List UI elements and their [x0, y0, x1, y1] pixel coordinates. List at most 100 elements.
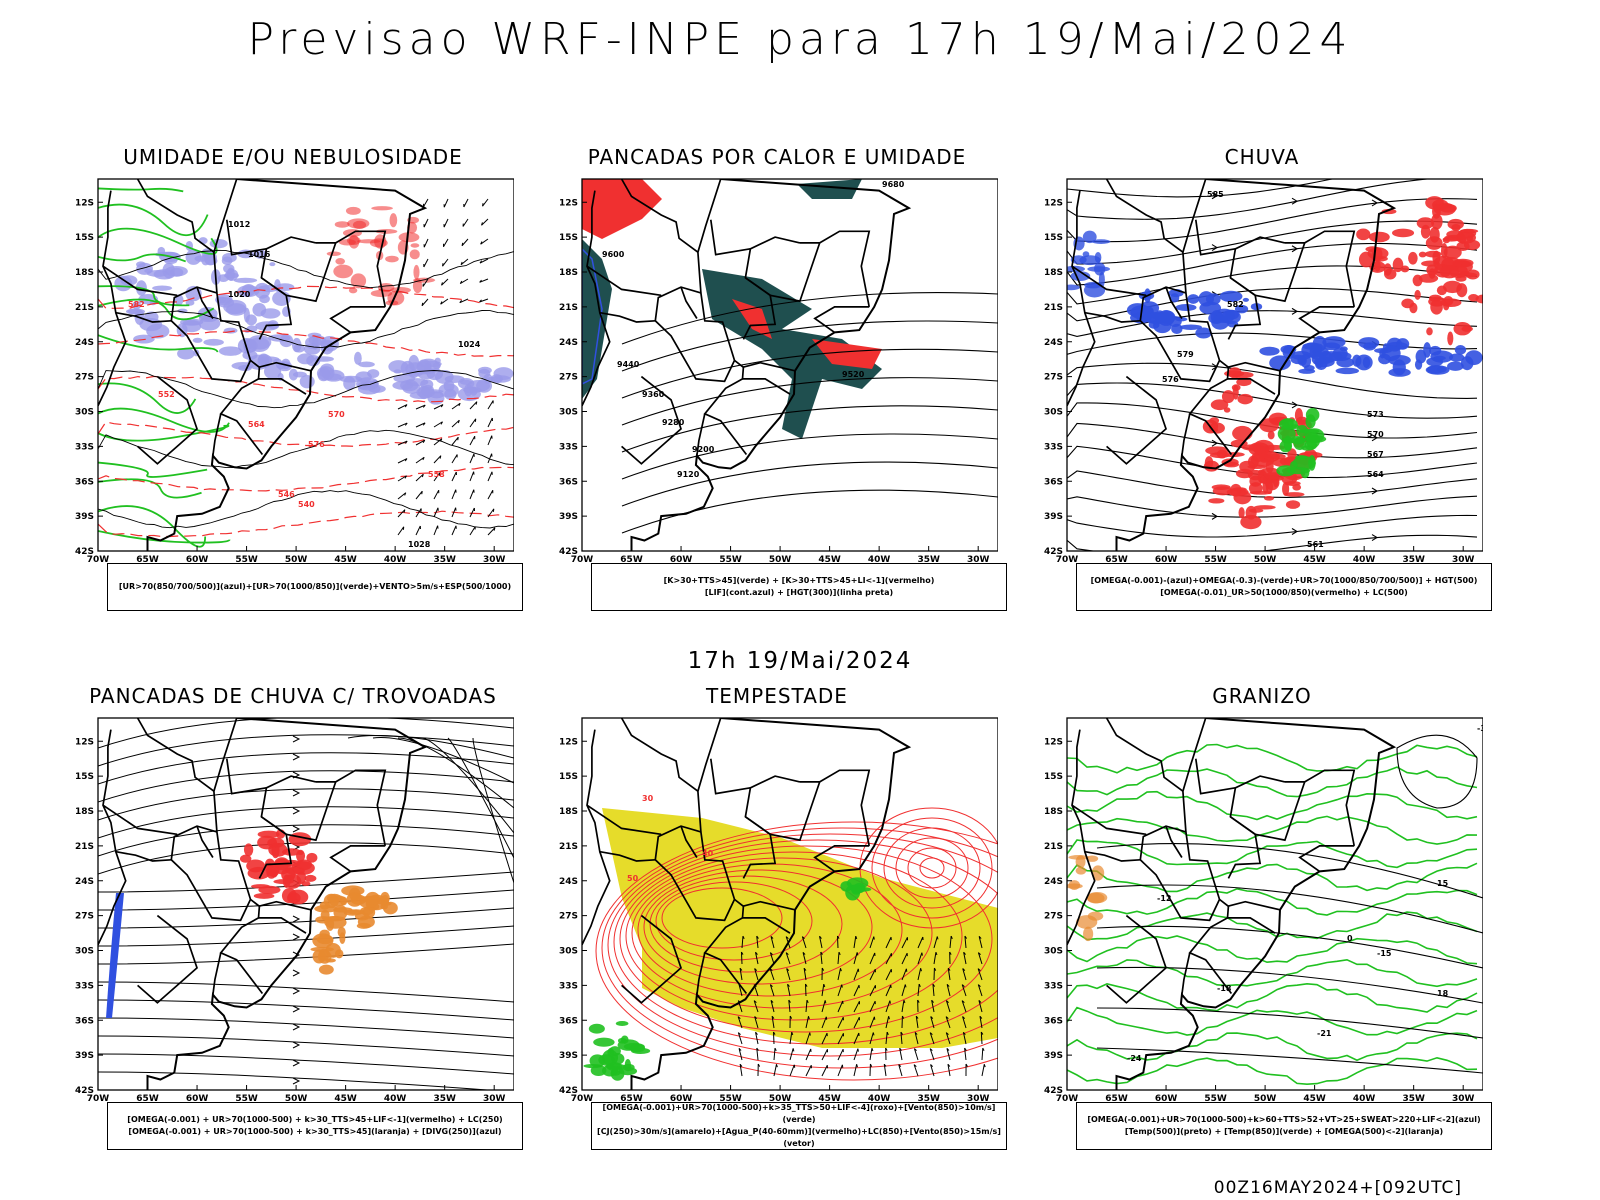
border-line [621, 914, 682, 1004]
panel-title: GRANIZO [1212, 684, 1312, 708]
map-layers: -31 -12 0 -15 -18 -21 -24 15 18 [1067, 718, 1483, 1090]
lat-label: 33S [1044, 981, 1063, 991]
legend-line: [OMEGA(-0.01)_UR>50(1000/850)(vermelho) … [1160, 588, 1408, 597]
coastline [630, 179, 912, 551]
border-line [102, 190, 172, 323]
border-line [258, 900, 312, 911]
border-line [620, 718, 699, 792]
border-line [1106, 375, 1167, 465]
contour-label: -31 [1477, 724, 1483, 733]
lon-label: 55W [235, 555, 258, 563]
border-line [335, 230, 387, 308]
border-line [196, 286, 214, 319]
legend-line: [OMEGA(-0.001) + UR>70(1000-500) + k>30_… [128, 1127, 502, 1136]
lon-label: 35W [917, 1094, 940, 1102]
lat-label: 24S [1044, 338, 1063, 348]
border-line [1227, 277, 1262, 340]
lat-label: 36S [1044, 477, 1063, 487]
border-line [582, 312, 611, 407]
lat-label: 30S [559, 408, 578, 418]
border-line [212, 413, 222, 456]
lat-label: 24S [75, 338, 94, 348]
legend-line: [Temp(500)](preto) + [Temp(850)](verde) … [1124, 1127, 1444, 1136]
border-line [212, 952, 222, 995]
border-line [329, 845, 386, 873]
lon-label: 70W [1056, 555, 1079, 563]
lat-label: 12S [75, 737, 94, 747]
contour-label: 9360 [642, 390, 665, 399]
legend-box: [UR>70(850/700/500)](azul)+[UR>70(1000/8… [107, 563, 523, 611]
lon-label: 65W [620, 555, 643, 563]
lat-label: 21S [75, 842, 94, 852]
border-line [1304, 230, 1356, 308]
panel-tempestade: TEMPESTADE 30 40 50 12S 15S 18S 21S 24S 27S 30S 33S… [532, 684, 1022, 1154]
border-line [1181, 413, 1191, 456]
contour-label: 564 [1367, 470, 1384, 479]
border-line [136, 718, 215, 792]
main-title: Previsao WRF-INPE para 17h 19/Mai/2024 [247, 14, 1353, 65]
lon-label: 30W [483, 555, 506, 563]
border-line [1229, 775, 1306, 842]
border-line [813, 306, 870, 334]
lon-label: 30W [1452, 1094, 1475, 1102]
coastline [146, 718, 428, 1090]
contour-label: -24 [1127, 1054, 1142, 1063]
lon-label: 45W [818, 1094, 841, 1102]
lat-label: 15S [559, 772, 578, 782]
border-line [620, 179, 699, 253]
border-line [258, 816, 293, 879]
lat-label: 12S [75, 198, 94, 208]
lat-label: 15S [75, 772, 94, 782]
legend-box: [OMEGA(-0.001)+UR>70(1000-500)+k>35_TTS>… [591, 1102, 1007, 1150]
jet-area [602, 808, 998, 1048]
lat-label: 42S [75, 547, 94, 557]
lat-label: 33S [1044, 442, 1063, 452]
border-line [742, 361, 796, 372]
legend-line: [LIF](cont.azul) + [HGT(300)](linha pret… [704, 588, 894, 597]
border-line [137, 914, 198, 1004]
border-line [258, 361, 312, 372]
map-layers: 9680 9600 9520 9440 9360 9280 9200 9120 [582, 179, 998, 551]
lon-label: 45W [334, 1094, 357, 1102]
lat-label: 24S [1044, 877, 1063, 887]
lat-label: 36S [75, 1016, 94, 1026]
lon-label: 55W [235, 1094, 258, 1102]
border-line [586, 804, 662, 836]
lon-label: 50W [1254, 555, 1277, 563]
lat-label: 42S [75, 1086, 94, 1096]
lat-label: 39S [559, 512, 578, 522]
border-line [136, 179, 215, 253]
lon-label: 60W [186, 1094, 209, 1102]
contour-label: 0 [1347, 934, 1353, 943]
lon-label: 40W [1353, 555, 1376, 563]
border-line [1182, 718, 1233, 995]
lat-label: 36S [75, 477, 94, 487]
contour-label: 9200 [692, 445, 715, 454]
lat-label: 39S [559, 1051, 578, 1061]
border-line [1298, 845, 1355, 873]
lat-label: 39S [75, 1051, 94, 1061]
panel-title: TEMPESTADE [706, 684, 848, 708]
lon-label: 55W [719, 1094, 742, 1102]
contour-label: 9120 [677, 470, 700, 479]
lat-label: 39S [1044, 1051, 1063, 1061]
contour-label: 567 [1367, 450, 1384, 459]
border-line [225, 758, 267, 795]
contour-label: 582 [1227, 300, 1244, 309]
border-line [696, 413, 706, 456]
border-line [1227, 816, 1262, 879]
border-line [1227, 917, 1276, 934]
contour-label: 570 [328, 410, 345, 419]
legend-box: [OMEGA(-0.001)+UR>70(1000-500)+k>60+TTS>… [1076, 1102, 1492, 1150]
lat-label: 27S [1044, 912, 1063, 922]
coastline [146, 179, 428, 551]
lon-label: 50W [769, 555, 792, 563]
lat-label: 15S [559, 233, 578, 243]
border-line [1181, 952, 1191, 995]
contour-label: 50 [627, 874, 639, 883]
contour-label: 558 [428, 470, 445, 479]
lon-label: 70W [1056, 1094, 1079, 1102]
lon-label: 65W [136, 1094, 159, 1102]
